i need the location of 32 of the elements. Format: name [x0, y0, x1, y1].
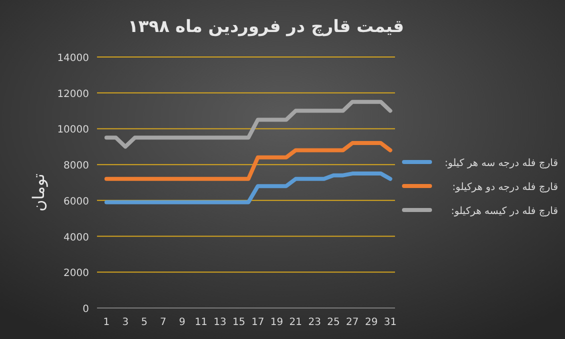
y-axis-title: تومان — [29, 174, 48, 212]
line-series — [104, 172, 392, 204]
x-tick-label: 31 — [384, 317, 397, 328]
x-tick-label: 15 — [232, 317, 246, 328]
x-tick-label: 5 — [141, 317, 148, 328]
y-tick-label: 4000 — [64, 232, 89, 244]
x-tick-label: 25 — [327, 317, 340, 328]
x-tick-label: 11 — [194, 317, 208, 328]
y-tick-label: 2000 — [64, 268, 89, 280]
x-tick-label: 3 — [122, 317, 129, 328]
x-tick-label: 17 — [251, 317, 264, 328]
x-tick-label: 13 — [214, 317, 226, 328]
legend-label: قارچ فله درجه دو هرکیلو: — [452, 182, 558, 193]
x-tick-label: 19 — [270, 317, 284, 328]
y-tick-label: 12000 — [57, 88, 89, 100]
y-tick-label: 10000 — [57, 124, 89, 136]
chart-title: قیمت قارچ در فروردین ماه ۱۳۹۸ — [128, 17, 404, 37]
legend-label: قارچ فله درجه سه هر کیلو: — [444, 158, 558, 169]
x-tick-label: 1 — [103, 317, 110, 328]
x-tick-label: 27 — [346, 317, 359, 328]
y-tick-label: 8000 — [64, 160, 89, 172]
y-tick-label: 14000 — [57, 53, 89, 64]
y-tick-label: 0 — [82, 304, 89, 315]
line-series — [104, 141, 392, 181]
y-tick-label: 6000 — [64, 196, 89, 208]
legend-label: قارچ فله در کیسه هرکیلو: — [450, 206, 558, 217]
x-tick-label: 29 — [364, 317, 378, 328]
x-tick-label: 9 — [178, 317, 186, 328]
x-tick-label: 23 — [308, 317, 321, 328]
x-tick-label: 7 — [160, 317, 166, 328]
line-series — [104, 100, 392, 149]
x-tick-label: 21 — [289, 317, 302, 328]
